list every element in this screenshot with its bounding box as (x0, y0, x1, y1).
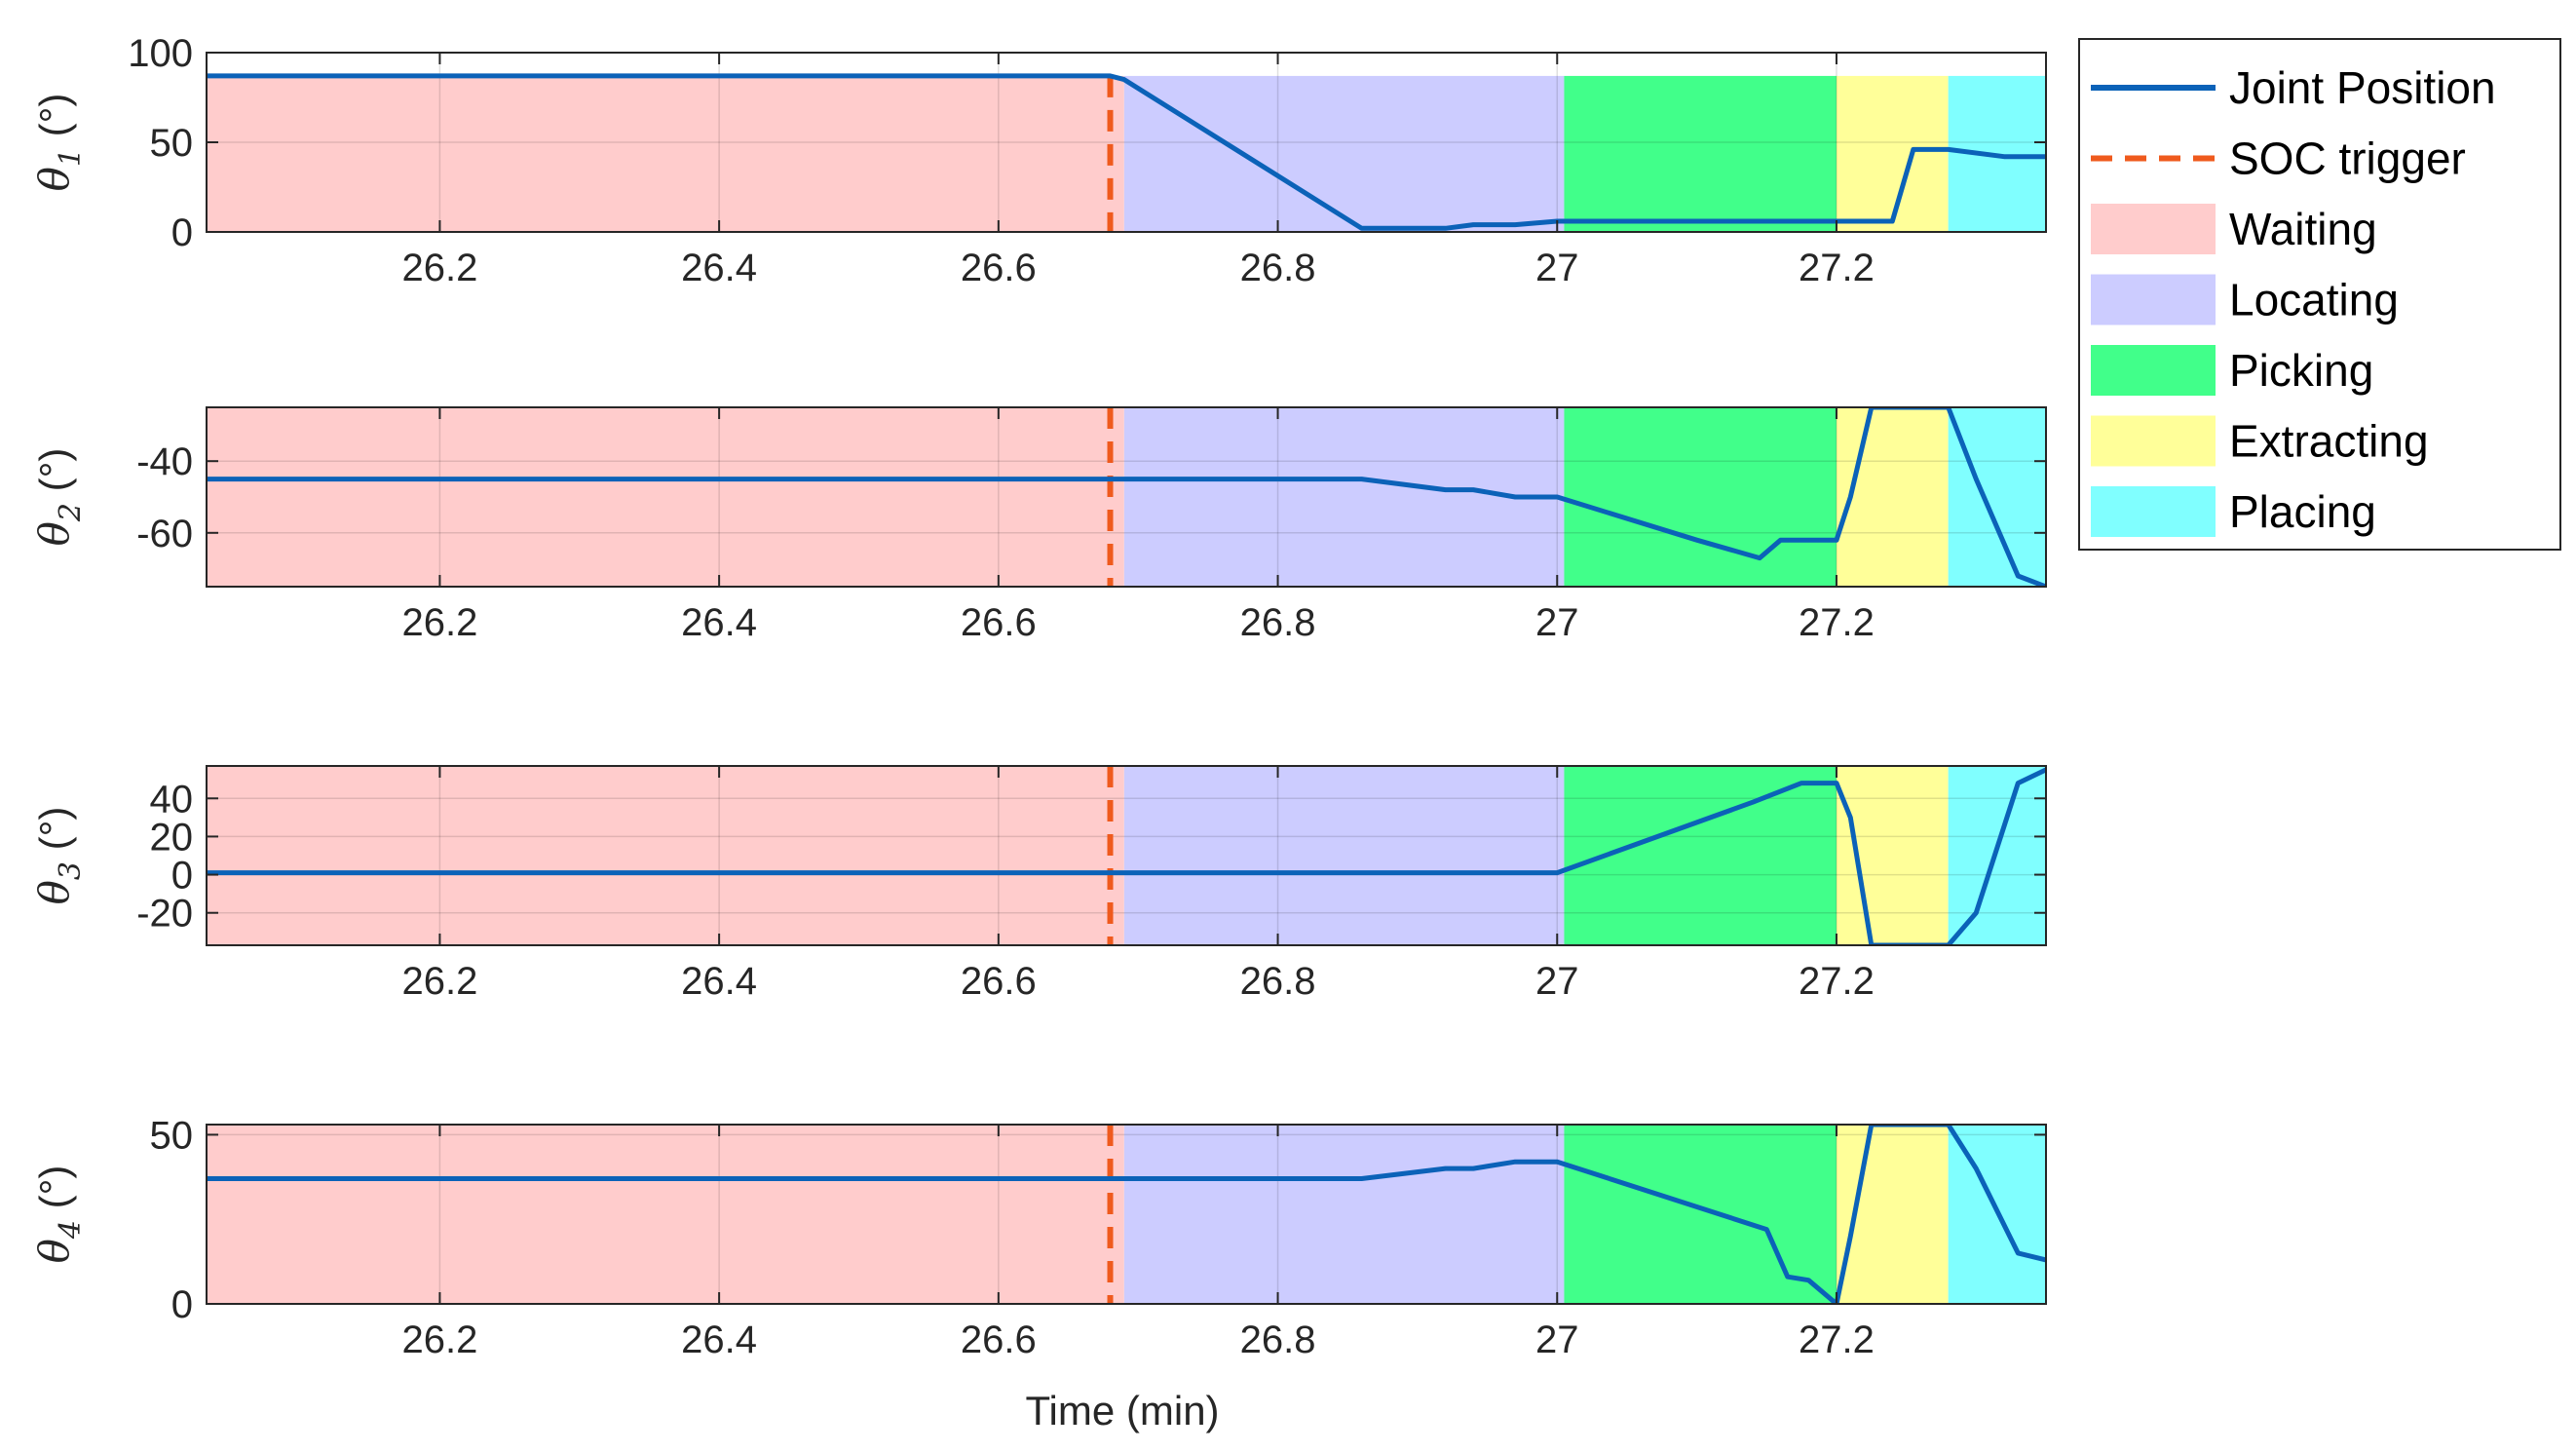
phase-band-waiting (207, 75, 1124, 232)
x-tick-label: 26.2 (401, 601, 477, 644)
legend-label-extracting: Extracting (2229, 416, 2429, 467)
x-tick-label: 27 (1535, 1318, 1579, 1361)
x-tick-label: 26.6 (961, 1318, 1037, 1361)
x-tick-label: 26.8 (1240, 960, 1316, 1003)
phase-band-extracting (1836, 766, 1949, 945)
phase-band-placing (1948, 407, 2046, 587)
phase-band-extracting (1836, 407, 1949, 587)
y-axis-label-subscript: 3 (54, 861, 88, 880)
legend-label-soc-trigger: SOC trigger (2229, 134, 2466, 184)
y-axis-label-subscript: 1 (54, 148, 88, 167)
x-axis-label: Time (min) (1025, 1388, 1219, 1433)
y-axis-label-unit: (°) (31, 448, 77, 503)
phase-band-picking (1564, 1125, 1837, 1304)
y-tick-label: 20 (150, 816, 194, 859)
y-tick-label: 50 (150, 1114, 194, 1157)
phase-band-waiting (207, 407, 1124, 587)
y-tick-label: 0 (171, 211, 193, 254)
legend-label-locating: Locating (2229, 275, 2399, 325)
x-tick-label: 26.6 (961, 960, 1037, 1003)
y-tick-label: -40 (136, 440, 193, 483)
y-tick-label: -20 (136, 893, 193, 936)
y-axis-label: θ1 (°) (30, 94, 88, 192)
x-tick-label: 27.2 (1799, 247, 1875, 289)
x-tick-label: 26.6 (961, 247, 1037, 289)
phase-band-locating (1123, 75, 1565, 232)
y-axis-label: θ3 (°) (30, 807, 88, 905)
subplot-theta-1: 26.2 26.4 26.6 26.8 27 27.2 0 50 100 θ1 (°) (30, 32, 2047, 289)
y-tick-label: 50 (150, 122, 194, 165)
joint-position-line (207, 1125, 2046, 1304)
axes-box (206, 1124, 2047, 1305)
phase-band-extracting (1836, 75, 1949, 232)
x-tick-label: 26.4 (681, 1318, 757, 1361)
y-axis-label-unit: (°) (31, 807, 77, 861)
y-axis-label-symbol: θ (30, 1239, 78, 1263)
y-axis-label-symbol: θ (30, 521, 78, 546)
y-axis-label-symbol: θ (30, 167, 78, 191)
x-tick-label: 27.2 (1799, 601, 1875, 644)
y-axis-label-unit: (°) (31, 1165, 77, 1220)
subplot-theta-4: 26.2 26.4 26.6 26.8 27 27.2 0 50 θ4 (°) (30, 1114, 2047, 1361)
x-tick-label: 26.2 (401, 247, 477, 289)
legend-swatch-placing (2091, 486, 2216, 537)
y-axis-label-symbol: θ (30, 880, 78, 904)
subplot-theta-2: 26.2 26.4 26.6 26.8 27 27.2 -60 -40 θ2 (°) (30, 406, 2047, 644)
y-axis-label: θ4 (°) (30, 1165, 88, 1264)
phase-band-locating (1123, 407, 1565, 587)
legend-label-joint-position: Joint Position (2229, 62, 2496, 113)
legend: Joint Position SOC trigger Waiting Locating… (2078, 38, 2561, 551)
joint-position-line (207, 407, 2046, 587)
x-tick-label: 26.6 (961, 601, 1037, 644)
legend-swatch-extracting (2091, 415, 2216, 467)
y-axis-label: θ2 (°) (30, 448, 88, 547)
x-tick-label: 27 (1535, 960, 1579, 1003)
y-axis-label-unit: (°) (31, 94, 77, 148)
x-tick-label: 26.8 (1240, 1318, 1316, 1361)
joint-position-line (207, 767, 2046, 945)
x-tick-label: 26.8 (1240, 601, 1316, 644)
y-tick-label: 40 (150, 778, 194, 821)
y-axis-label-subscript: 2 (54, 503, 88, 522)
legend-swatch-waiting (2091, 204, 2216, 254)
x-tick-label: 27 (1535, 601, 1579, 644)
legend-swatch-picking (2091, 345, 2216, 396)
legend-label-waiting: Waiting (2229, 204, 2377, 254)
legend-label-placing: Placing (2229, 486, 2376, 537)
x-tick-label: 27.2 (1799, 960, 1875, 1003)
x-tick-label: 26.2 (401, 1318, 477, 1361)
y-tick-label: -60 (136, 513, 193, 555)
legend-swatch-locating (2091, 274, 2216, 325)
x-tick-label: 27.2 (1799, 1318, 1875, 1361)
x-tick-label: 27 (1535, 247, 1579, 289)
y-tick-label: 100 (128, 32, 193, 75)
phase-band-picking (1564, 75, 1837, 232)
y-tick-label: 0 (171, 855, 193, 898)
legend-label-picking: Picking (2229, 345, 2373, 396)
y-tick-label: 0 (171, 1283, 193, 1326)
phase-band-locating (1123, 1125, 1565, 1304)
x-tick-label: 26.2 (401, 960, 477, 1003)
x-tick-label: 26.4 (681, 247, 757, 289)
x-tick-label: 26.4 (681, 601, 757, 644)
phase-band-waiting (207, 766, 1124, 945)
phase-band-waiting (207, 1125, 1124, 1304)
y-axis-label-subscript: 4 (54, 1220, 88, 1240)
phase-band-locating (1123, 766, 1565, 945)
x-tick-label: 26.4 (681, 960, 757, 1003)
phase-band-picking (1564, 407, 1837, 587)
axes-box (206, 765, 2047, 946)
axes-box (206, 406, 2047, 588)
x-tick-label: 26.8 (1240, 247, 1316, 289)
